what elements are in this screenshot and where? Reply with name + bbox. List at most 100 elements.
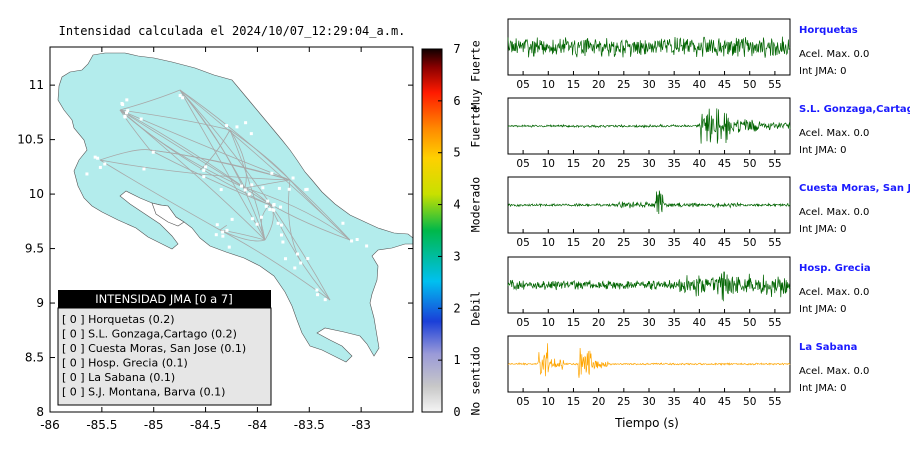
waveform-panel: 05 10 15 20 25 30 35 40 45 50 55 Hosp. Grecia Acel. … bbox=[507, 256, 871, 329]
waveform-x-tick-label: 40 bbox=[693, 158, 706, 170]
road-line bbox=[99, 159, 221, 231]
waveform-x-tick-label: 15 bbox=[567, 396, 580, 408]
waveform-acel-max: Acel. Max. 0.0 bbox=[799, 366, 869, 377]
waveform-x-tick-label: 20 bbox=[592, 396, 605, 408]
waveform-int-jma: Int JMA: 0 bbox=[799, 145, 847, 156]
waveform-x-tick-label: 45 bbox=[718, 396, 731, 408]
station-dot bbox=[219, 188, 223, 192]
waveform-x-tick-label: 15 bbox=[567, 79, 580, 91]
waveform-x-tick-label: 45 bbox=[718, 237, 731, 249]
waveform-x-tick-label: 25 bbox=[617, 237, 630, 249]
station-dot bbox=[279, 233, 283, 237]
station-dot bbox=[221, 230, 225, 234]
road-line bbox=[219, 225, 227, 231]
waveform-panel: 05 10 15 20 25 30 35 40 45 50 55 Horquetas Acel. Max… bbox=[507, 18, 869, 91]
waveform-x-tick-label: 30 bbox=[642, 79, 655, 91]
colorbar-gradient bbox=[421, 48, 443, 413]
station-dot bbox=[341, 221, 345, 225]
map-y-tick-label: 10 bbox=[29, 187, 44, 201]
colorbar-tick-label: 3 bbox=[453, 249, 460, 263]
colorbar-tick-label: 7 bbox=[453, 42, 460, 56]
map-x-tick-label: -83.5 bbox=[294, 418, 325, 432]
station-dot bbox=[215, 223, 219, 227]
colorbar-ticks: 0 1 2 3 4 5 6 7 bbox=[438, 42, 461, 419]
station-dot bbox=[350, 239, 354, 243]
station-dot bbox=[227, 245, 231, 249]
colorbar-category-label: Moderado bbox=[469, 177, 483, 232]
station-dot bbox=[221, 234, 225, 238]
colorbar-category-label: Muy Fuerte bbox=[469, 40, 483, 109]
waveform-x-tick-label: 50 bbox=[743, 317, 756, 329]
road-line bbox=[229, 129, 247, 189]
station-dot bbox=[277, 186, 281, 190]
road-line bbox=[119, 109, 246, 189]
colorbar-category-label: Fuerte bbox=[469, 106, 483, 148]
road-line bbox=[179, 89, 246, 189]
legend-body-bg bbox=[57, 307, 272, 406]
station-dot bbox=[181, 96, 185, 100]
road-line bbox=[119, 109, 246, 189]
waveform-x-tick-label: 20 bbox=[592, 237, 605, 249]
station-dot bbox=[293, 266, 297, 270]
legend-item: [ 0 ] Cuesta Moras, San Jose (0.1) bbox=[62, 342, 246, 355]
waveform-acel-max: Acel. Max. 0.0 bbox=[799, 49, 869, 60]
country-land bbox=[57, 52, 414, 363]
road-line bbox=[244, 179, 291, 189]
station-dot bbox=[355, 238, 359, 242]
station-dot bbox=[204, 165, 208, 169]
map-y-tick-label: 8.5 bbox=[25, 351, 44, 365]
waveform-x-tick-label: 20 bbox=[592, 317, 605, 329]
waveform-x-tick-label: 55 bbox=[768, 237, 781, 249]
waveform-acel-max: Acel. Max. 0.0 bbox=[799, 207, 869, 218]
waveform-x-tick-label: 15 bbox=[567, 237, 580, 249]
station-dot bbox=[304, 188, 308, 192]
waveform-x-tick-label: 50 bbox=[743, 237, 756, 249]
waveform-int-jma: Int JMA: 0 bbox=[799, 224, 847, 235]
waveform-x-tick-label: 05 bbox=[516, 158, 529, 170]
map-y-tick-label: 11 bbox=[29, 78, 44, 92]
station-dot bbox=[259, 215, 263, 219]
station-dot bbox=[225, 124, 229, 128]
waveform-x-tick-label: 55 bbox=[768, 79, 781, 91]
station-dot bbox=[103, 162, 107, 166]
map-chart: Intensidad calculada el 2024/10/07_12:29… bbox=[17, 24, 414, 432]
colorbar-tick-label: 5 bbox=[453, 146, 460, 160]
waveform-x-tick-label: 45 bbox=[718, 317, 731, 329]
waveform-trace bbox=[507, 108, 791, 144]
waveform-x-tick-label: 30 bbox=[642, 158, 655, 170]
map-y-axis: 8 8.5 9 9.5 10 10.5 11 bbox=[17, 78, 413, 419]
road-line bbox=[199, 129, 231, 171]
station-dot bbox=[306, 257, 310, 261]
road-line bbox=[179, 89, 351, 241]
station-dot bbox=[250, 183, 254, 187]
station-dot bbox=[323, 298, 327, 302]
waveform-trace bbox=[507, 343, 791, 378]
station-dot bbox=[296, 252, 300, 256]
waveform-panel: 05 10 15 20 25 30 35 40 45 50 55 La Sabana Acel. Max… bbox=[507, 335, 869, 408]
station-dot bbox=[120, 101, 124, 105]
intensity-legend: INTENSIDAD JMA [0 a 7] [ 0 ] Horquetas (… bbox=[57, 290, 272, 406]
waveform-frame bbox=[507, 18, 791, 76]
waveform-x-tick-label: 45 bbox=[718, 79, 731, 91]
waveform-x-tick-label: 30 bbox=[642, 237, 655, 249]
waveform-acel-max: Acel. Max. 0.0 bbox=[799, 287, 869, 298]
station-dot bbox=[279, 223, 283, 227]
station-dot bbox=[230, 217, 234, 221]
station-dot bbox=[268, 207, 272, 211]
colorbar-tick-label: 6 bbox=[453, 94, 460, 108]
waveform-station-name: Horquetas bbox=[799, 25, 858, 36]
waveform-frame bbox=[507, 256, 791, 314]
waveform-x-tick-label: 55 bbox=[768, 317, 781, 329]
station-dot bbox=[243, 188, 247, 192]
station-dot bbox=[272, 203, 276, 207]
waveform-int-jma: Int JMA: 0 bbox=[799, 66, 847, 77]
station-dot bbox=[96, 156, 100, 160]
legend-item: [ 0 ] S.J. Montana, Barva (0.1) bbox=[62, 386, 225, 399]
legend-title: INTENSIDAD JMA [0 a 7] bbox=[95, 292, 232, 306]
station-dot bbox=[178, 94, 182, 98]
map-x-tick-label: -85.5 bbox=[86, 418, 117, 432]
station-dot bbox=[287, 187, 291, 191]
road-line bbox=[219, 229, 266, 242]
waveform-x-tick-label: 05 bbox=[516, 317, 529, 329]
